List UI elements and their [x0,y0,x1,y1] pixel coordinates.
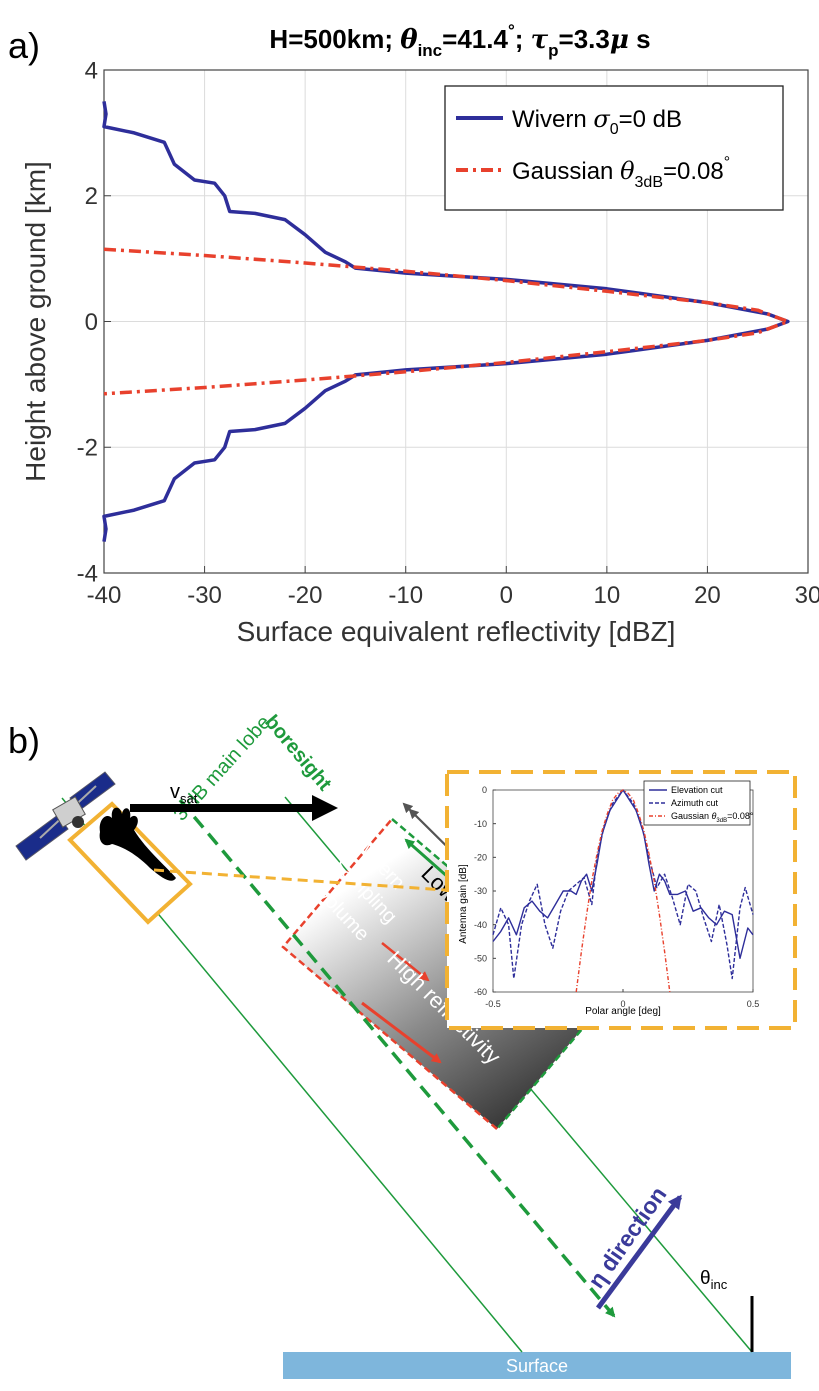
x-tick-label: -20 [288,582,323,609]
panel-a-title: H=500km; θinc=41.4°; τp=3.3μ s [269,21,650,60]
vsat-label: vsat [170,781,198,806]
series-line-0 [102,101,790,542]
x-tick-label: -40 [87,582,122,609]
y-tick-label: 0 [482,785,487,795]
volume-border-red [281,818,498,1130]
chart-a-legend: Wivern σ0=0 dB Gaussian θ3dB=0.08° [444,85,784,211]
inset-xlabel: Polar angle [deg] [585,1006,661,1017]
eta-direction-arrow [595,1194,683,1310]
x-tick-label: 20 [694,582,721,609]
x-tick-label: 0 [500,582,513,609]
y-tick-label: 4 [85,57,98,84]
y-tick-label: -30 [474,886,487,896]
x-tick-label: 0.5 [747,999,760,1009]
y-tick-label: -60 [474,987,487,997]
y-tick-label: -10 [474,819,487,829]
y-axis-label: Height above ground [km] [20,161,51,482]
inset-legend-elev: Elevation cut [671,785,723,795]
boresight-line [178,798,616,1318]
x-tick-label: 10 [594,582,621,609]
y-tick-label: -50 [474,953,487,963]
antenna-pattern-thumbnail [67,801,193,925]
x-tick-label: 30 [795,582,819,609]
y-tick-label: 2 [85,183,98,210]
legend-label-wivern: Wivern σ0=0 dB [512,105,682,138]
x-tick-label: -10 [388,582,423,609]
surface-label: Surface [506,1356,568,1376]
legend-label-gaussian: Gaussian θ3dB=0.08° [512,154,730,191]
y-tick-label: 0 [85,309,98,336]
sampling-volume [283,819,606,1129]
series-line-1 [103,247,790,396]
inset-legend-azim: Azimuth cut [671,798,719,808]
satellite-icon [15,771,116,861]
surface-bar [283,1352,791,1379]
y-tick-label: -20 [474,852,487,862]
series-line-2 [575,789,671,993]
high-refl-arrow [361,1001,442,1064]
inset-ylabel: Antenna gain [dB] [458,864,469,944]
eta-direction-label: η direction [583,1182,672,1293]
x-axis-label: Surface equivalent reflectivity [dBZ] [237,616,676,647]
vsat-arrowhead [312,795,338,821]
panel-a-label: a) [8,25,40,66]
theta-inc-label: θinc [700,1268,728,1292]
inset-legend-gauss: Gaussian θ3dB=0.08° [671,811,754,824]
inset-legend: Elevation cut Azimuth cut Gaussian θ3dB=… [643,780,754,826]
boresight-label: boresight [260,711,336,795]
x-tick-label: 0 [620,999,625,1009]
y-tick-label: -40 [474,920,487,930]
y-tick-label: -2 [77,435,98,462]
zoom-connector [153,868,446,892]
x-tick-label: -0.5 [485,999,501,1009]
red-arrow-small [381,942,430,982]
panel-b-label: b) [8,720,40,761]
y-tick-label: -4 [77,560,98,587]
x-tick-label: -30 [187,582,222,609]
